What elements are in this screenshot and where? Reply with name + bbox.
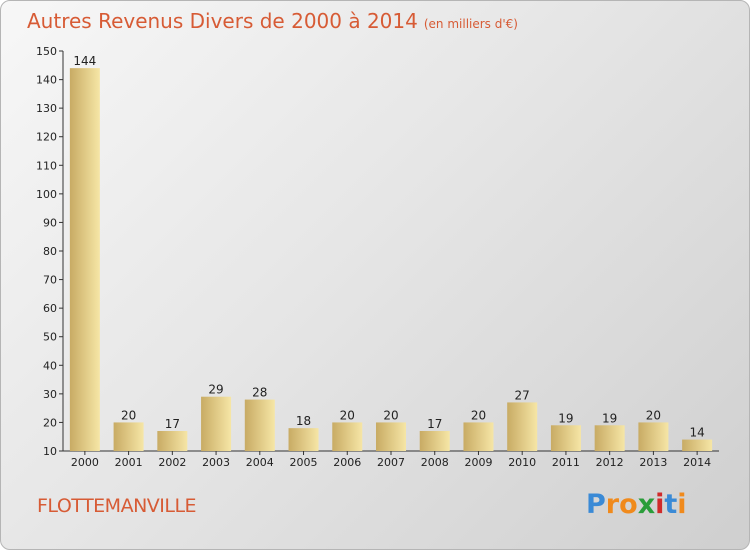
- value-label-2009: 20: [471, 408, 486, 422]
- y-tick-label: 30: [43, 388, 57, 401]
- bar-2013: [638, 422, 669, 451]
- bar-2001: [113, 422, 144, 451]
- y-tick-label: 90: [43, 216, 57, 229]
- bars: [69, 68, 713, 452]
- bar-2002: [157, 431, 188, 451]
- x-tick-label-2007: 2007: [377, 456, 405, 469]
- logo-letter: t: [664, 489, 678, 520]
- bar-2004: [244, 399, 275, 451]
- value-label-2010: 27: [515, 388, 530, 402]
- value-label-2005: 18: [296, 414, 311, 428]
- bar-2012: [594, 425, 625, 451]
- bar-2007: [376, 422, 406, 451]
- logo-letter: i: [655, 489, 665, 520]
- chart-title-text: Autres Revenus Divers de 2000 à 2014: [27, 9, 418, 33]
- bar-2008: [419, 431, 450, 451]
- x-tick-label-2008: 2008: [421, 456, 449, 469]
- logo-letter: x: [637, 489, 656, 520]
- y-tick-label: 50: [43, 331, 57, 344]
- bar-2006: [332, 422, 363, 451]
- value-label-2006: 20: [340, 408, 355, 422]
- value-label-2014: 14: [689, 426, 704, 440]
- value-label-2011: 19: [558, 411, 573, 425]
- bar-2010: [507, 402, 538, 451]
- logo-letter: P: [586, 489, 606, 520]
- x-axis: 2000 2001 2002 2003 2004 2005 2006 2007 2008 2009…: [63, 450, 719, 469]
- y-tick-label: 60: [43, 302, 57, 315]
- x-tick-label-2011: 2011: [552, 456, 580, 469]
- y-axis: 10 20 30 40 50 60 70 80 90 100 110 120 130 140 150: [36, 45, 64, 458]
- value-label-2004: 28: [252, 386, 267, 400]
- x-tick-label-2013: 2013: [639, 456, 667, 469]
- y-tick-label: 140: [36, 74, 57, 87]
- x-tick-label-2014: 2014: [683, 456, 711, 469]
- value-label-2007: 20: [383, 408, 398, 422]
- y-tick-label: 100: [36, 188, 57, 201]
- chart-title: Autres Revenus Divers de 2000 à 2014 (en …: [27, 9, 518, 33]
- y-tick-label: 20: [43, 416, 57, 429]
- value-label-2008: 17: [427, 417, 442, 431]
- x-tick-label-2010: 2010: [508, 456, 536, 469]
- y-tick-label: 80: [43, 245, 57, 258]
- value-label-2012: 19: [602, 411, 617, 425]
- x-tick-label-2002: 2002: [158, 456, 186, 469]
- x-tick-label-2004: 2004: [246, 456, 274, 469]
- bar-2000: [69, 68, 100, 452]
- y-tick-label: 110: [36, 159, 57, 172]
- value-label-2013: 20: [646, 408, 661, 422]
- value-label-2001: 20: [121, 408, 136, 422]
- bar-2003: [201, 396, 232, 451]
- y-tick-label: 40: [43, 359, 57, 372]
- x-tick-label-2000: 2000: [71, 456, 99, 469]
- value-label-2003: 29: [208, 383, 223, 397]
- value-labels: 144 20 17 29 28 18 20 20 17 20 27 19 19 20 14: [73, 54, 704, 439]
- logo-letter: r: [605, 489, 620, 520]
- bar-2014: [682, 439, 713, 451]
- value-label-2002: 17: [165, 417, 180, 431]
- logo-letter: o: [619, 489, 638, 520]
- y-tick-label: 10: [43, 445, 57, 458]
- commune-name: FLOTTEMANVILLE: [37, 495, 197, 517]
- chart-subtitle: (en milliers d'€): [423, 17, 518, 31]
- bar-2011: [550, 425, 581, 451]
- x-tick-label-2012: 2012: [596, 456, 624, 469]
- x-tick-label-2005: 2005: [290, 456, 318, 469]
- bar-2005: [288, 428, 319, 451]
- y-tick-label: 130: [36, 102, 57, 115]
- value-label-2000: 144: [73, 54, 96, 68]
- x-tick-label-2003: 2003: [202, 456, 230, 469]
- proxiti-logo: Proxiti: [586, 489, 687, 520]
- x-tick-label-2006: 2006: [333, 456, 361, 469]
- x-tick-label-2009: 2009: [464, 456, 492, 469]
- y-tick-label: 70: [43, 274, 57, 287]
- logo-letter: i: [677, 489, 687, 520]
- y-tick-label: 150: [36, 45, 57, 58]
- y-tick-label: 120: [36, 131, 57, 144]
- x-tick-label-2001: 2001: [115, 456, 143, 469]
- bar-2009: [463, 422, 494, 451]
